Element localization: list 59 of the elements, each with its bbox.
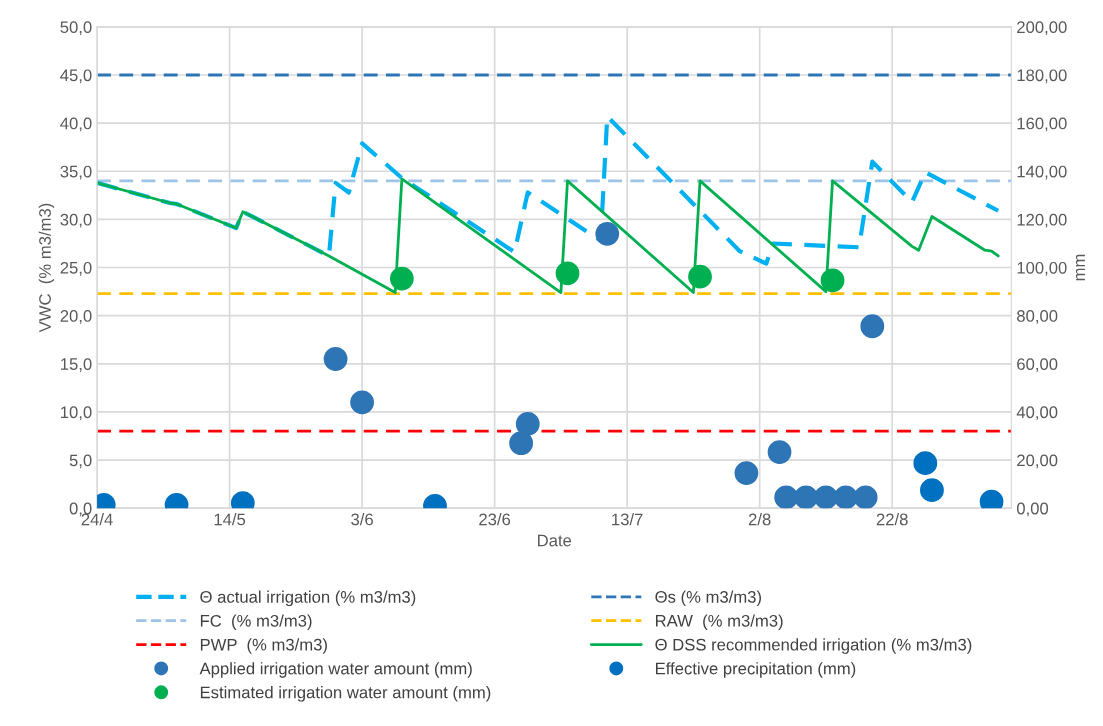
- legend-label: RAW (% m3/m3): [655, 614, 783, 630]
- y2-tick-label: 0,00: [1016, 502, 1049, 517]
- y-tick-label: 20,0: [60, 310, 92, 324]
- y-tick-label: 25,0: [60, 261, 92, 276]
- point: [323, 347, 348, 371]
- point: [833, 485, 858, 509]
- y2-tick-label: 140,00: [1017, 165, 1067, 180]
- y2-tick-label: 160,00: [1017, 117, 1067, 132]
- point: [595, 221, 620, 246]
- legend-label: PWP (% m3/m3): [200, 638, 327, 654]
- point: [734, 461, 759, 485]
- x-axis-title: Date: [538, 534, 572, 547]
- y2-tick-label: 120,00: [1017, 213, 1067, 228]
- line-series: [97, 177, 1000, 294]
- point: [814, 485, 838, 509]
- y2-tick-label: 200,00: [1017, 21, 1067, 36]
- y2-tick-label: 40,00: [1016, 406, 1058, 421]
- y2-tick-label: 180,00: [1017, 69, 1067, 84]
- y2-tick-label: 20,00: [1017, 454, 1058, 469]
- y2-tick-label: 80,00: [1017, 310, 1058, 324]
- point: [555, 261, 580, 286]
- y2-axis-title: mm: [1075, 254, 1085, 281]
- y-tick-label: 30,0: [60, 213, 92, 228]
- legend-label: Estimated irrigation water amount (mm): [200, 686, 491, 702]
- y-tick-label: 40,0: [60, 117, 92, 132]
- x-tick-label: 13/7: [612, 513, 643, 526]
- x-tick-label: 22/8: [876, 513, 908, 526]
- y-axis-title: VWC (% m3/m3): [38, 203, 55, 333]
- point: [389, 266, 414, 291]
- y-tick-label: 35,0: [60, 165, 92, 180]
- legend-label: Θs (% m3/m3): [655, 590, 761, 607]
- y-tick-label: 15,0: [61, 358, 92, 372]
- y-tick-label: 50,0: [60, 21, 92, 36]
- point: [860, 314, 885, 339]
- point: [920, 478, 944, 503]
- point: [688, 264, 712, 289]
- point: [820, 268, 845, 293]
- point: [767, 440, 792, 465]
- legend-label: Effective precipitation (mm): [655, 662, 856, 678]
- y-tick-label: 45,0: [60, 69, 92, 84]
- legend-label: Θ actual irrigation (% m3/m3): [200, 590, 416, 607]
- point: [509, 431, 534, 456]
- point: [794, 485, 818, 509]
- point: [350, 390, 374, 415]
- y-tick-label: 10,0: [61, 406, 92, 421]
- legend-label: FC (% m3/m3): [200, 614, 312, 630]
- legend-label: Θ DSS recommended irrigation (% m3/m3): [655, 638, 972, 654]
- x-tick-label: 14/5: [214, 513, 246, 526]
- y2-tick-label: 100,00: [1017, 261, 1067, 276]
- point: [774, 485, 799, 509]
- y-tick-label: 5,0: [69, 454, 92, 469]
- y2-tick-label: 60,00: [1017, 358, 1058, 372]
- point: [913, 451, 938, 476]
- point: [853, 485, 878, 509]
- legend-label: Applied irrigation water amount (mm): [199, 662, 472, 678]
- x-tick-label: 3/6: [351, 513, 373, 526]
- x-tick-label: 23/6: [479, 513, 511, 526]
- point: [515, 412, 540, 436]
- x-tick-label: 2/8: [748, 513, 771, 526]
